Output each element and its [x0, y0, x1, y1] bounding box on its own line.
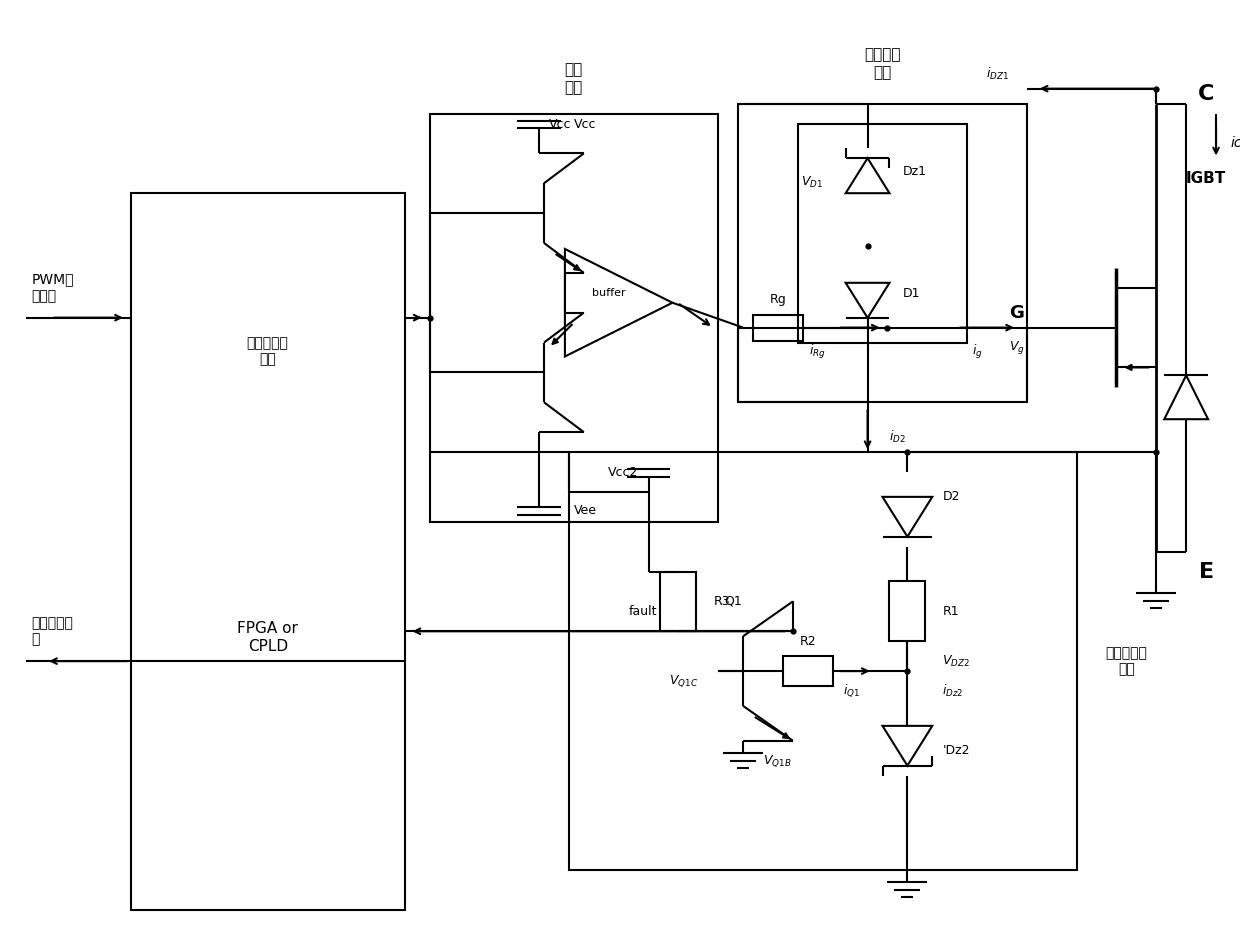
Text: $i_{Q1}$: $i_{Q1}$	[843, 682, 859, 699]
Text: 有源钳位
电路: 有源钳位 电路	[864, 48, 900, 80]
Polygon shape	[1164, 376, 1208, 419]
Bar	[661, 571, 697, 631]
Polygon shape	[883, 497, 932, 537]
Text: $V_{Q1C}$: $V_{Q1C}$	[670, 673, 698, 689]
Text: Rg: Rg	[770, 294, 786, 307]
Text: R2: R2	[800, 635, 816, 648]
Text: R3: R3	[713, 595, 730, 608]
Text: 电流型检测
电路: 电流型检测 电路	[1106, 646, 1147, 677]
Text: 推挽
电路: 推挽 电路	[564, 62, 583, 95]
Bar	[130, 193, 404, 910]
Text: $V_{DZ2}$: $V_{DZ2}$	[942, 653, 970, 668]
Text: Vcc: Vcc	[549, 118, 572, 131]
Polygon shape	[883, 726, 932, 766]
Text: D1: D1	[903, 287, 920, 300]
Text: Vee: Vee	[574, 504, 596, 517]
Text: Vcc2: Vcc2	[608, 467, 639, 479]
Bar	[753, 315, 802, 340]
Bar	[797, 124, 967, 343]
Text: G: G	[1009, 304, 1024, 322]
Bar	[429, 114, 718, 522]
Text: FPGA or
CPLD: FPGA or CPLD	[237, 622, 298, 654]
Text: $i_{Rg}$: $i_{Rg}$	[810, 344, 826, 362]
Polygon shape	[846, 282, 889, 318]
Text: E: E	[1199, 562, 1214, 582]
Text: C: C	[1198, 84, 1214, 103]
Text: 'Dz2: 'Dz2	[942, 745, 970, 757]
Bar	[569, 452, 1076, 870]
Text: 过流输出信
号: 过流输出信 号	[31, 616, 73, 647]
Bar	[782, 656, 833, 686]
Text: fault: fault	[629, 605, 657, 618]
Text: Q1: Q1	[724, 595, 742, 608]
Text: buffer: buffer	[591, 288, 625, 297]
Polygon shape	[846, 158, 889, 193]
Text: IGBT: IGBT	[1185, 171, 1226, 185]
Text: 可编程逻辑
器件: 可编程逻辑 器件	[247, 336, 289, 366]
Bar	[738, 103, 1027, 403]
Text: Dz1: Dz1	[903, 165, 926, 178]
Text: D2: D2	[942, 490, 960, 503]
Text: $V_{Q1B}$: $V_{Q1B}$	[763, 753, 791, 769]
Text: ic: ic	[1230, 136, 1240, 150]
Text: $i_{D2}$: $i_{D2}$	[889, 429, 906, 445]
Bar	[889, 582, 925, 641]
Text: $V_{D1}$: $V_{D1}$	[801, 174, 823, 190]
Text: $i_g$: $i_g$	[972, 344, 982, 362]
Text: PWM输
入信号: PWM输 入信号	[31, 273, 73, 303]
Text: $V_g$: $V_g$	[1009, 339, 1024, 356]
Text: $i_{Dz2}$: $i_{Dz2}$	[942, 683, 963, 699]
Text: R1: R1	[942, 605, 959, 618]
Text: Vcc: Vcc	[574, 118, 596, 131]
Text: $i_{DZ1}$: $i_{DZ1}$	[986, 65, 1008, 82]
